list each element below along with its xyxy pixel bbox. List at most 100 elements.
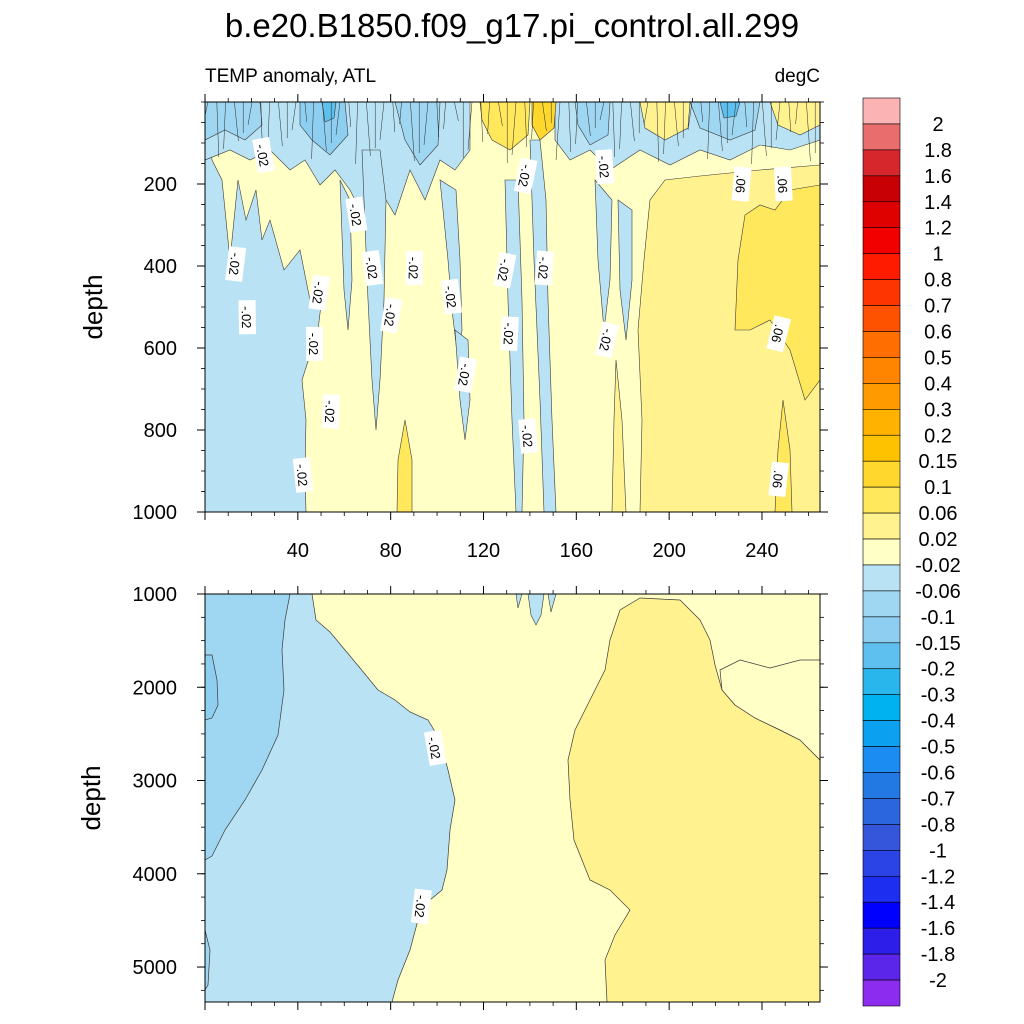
field-surface-warm-4 (769, 102, 820, 136)
contour-label: -.02 (518, 418, 539, 454)
colorbar-swatch (862, 590, 901, 618)
colorbar-swatch (862, 512, 901, 540)
field-cool-plume-1 (361, 149, 387, 431)
contour-label: -.02 (292, 457, 314, 493)
colorbar-label: 0.3 (924, 399, 952, 421)
colorbar-swatch (862, 460, 901, 488)
colorbar-swatch (862, 564, 901, 592)
colorbar-swatch (862, 383, 901, 410)
y-tick-label-bottom: 4000 (133, 864, 178, 886)
svg-text:.06: .06 (768, 323, 787, 344)
colorbar-label: 0.2 (924, 425, 952, 447)
contour-label: .06 (766, 315, 792, 353)
colorbar-label: -0.02 (915, 555, 961, 577)
colorbar-swatch (862, 953, 901, 981)
contour-label: -.02 (345, 196, 368, 233)
x-tick-label: 160 (560, 540, 593, 562)
field-surface-warm-2 (531, 102, 557, 141)
colorbar-swatch (862, 798, 901, 825)
colorbar-label: -0.7 (921, 788, 955, 810)
colorbar-swatch (862, 616, 901, 644)
colorbar-label: -0.3 (921, 685, 955, 707)
y-tick-label-bottom: 5000 (133, 957, 178, 979)
y-tick-label-top: 800 (144, 420, 177, 442)
contour-label: -.02 (380, 297, 403, 334)
colorbar-label: -0.2 (921, 659, 955, 681)
colorbar-swatch (862, 901, 901, 929)
colorbar-swatch (862, 123, 901, 151)
bottom-panel-field (205, 594, 820, 1002)
colorbar-swatch (862, 305, 901, 332)
colorbar-swatch (862, 201, 901, 229)
colorbar-swatch (862, 824, 901, 851)
svg-text:-.02: -.02 (239, 306, 254, 329)
y-tick-label-top: 600 (144, 338, 177, 360)
field-surface-blue-6 (321, 102, 337, 123)
x-tick-label: 40 (287, 540, 309, 562)
svg-text:-.02: -.02 (309, 280, 327, 304)
svg-text:-.02: -.02 (253, 143, 272, 168)
top-y-axis-label: depth (78, 274, 108, 339)
colorbar-label: 0.6 (924, 321, 952, 343)
colorbar-swatch (862, 357, 901, 384)
svg-text:-.02: -.02 (535, 256, 552, 279)
contour-label: -.02 (493, 251, 517, 289)
bottom-y-axis-label: depth (76, 765, 106, 830)
colorbar-swatch (862, 668, 901, 695)
colorbar-label: 1.4 (924, 192, 952, 214)
y-tick-label-top: 1000 (133, 502, 178, 524)
svg-text:-.02: -.02 (442, 285, 460, 309)
contour-label: -.02 (361, 249, 384, 286)
field-light-pocket-bottom (719, 659, 820, 761)
field-cool-plume-6 (594, 179, 613, 331)
contour-label: -.02 (595, 149, 615, 185)
colorbar-label: -1 (929, 840, 947, 862)
svg-text:-.02: -.02 (519, 424, 536, 448)
field-warmer-region-3 (396, 419, 413, 512)
contour-label: -.02 (306, 326, 324, 361)
field-cool-plume-7 (617, 199, 633, 341)
svg-text:-.02: -.02 (226, 252, 244, 276)
colorbar-label: -0.15 (915, 633, 961, 655)
colorbar-swatch (862, 409, 901, 436)
svg-text:-.02: -.02 (381, 303, 399, 327)
svg-text:-.02: -.02 (455, 362, 474, 387)
svg-text:-.02: -.02 (515, 163, 534, 188)
field-surface-warm-1 (479, 102, 531, 151)
colorbar-swatch (862, 434, 901, 462)
colorbar-swatch (862, 279, 901, 306)
svg-text:-.02: -.02 (363, 256, 381, 280)
colorbar-swatch (862, 875, 901, 903)
svg-text:-.02: -.02 (494, 258, 513, 283)
colorbar-label: 0.4 (924, 373, 952, 395)
colorbar-swatch (862, 486, 901, 514)
y-tick-label-bottom: 3000 (133, 771, 178, 793)
y-tick-label-bottom: 2000 (133, 677, 178, 699)
colorbar-label: 0.8 (924, 270, 952, 292)
top-panel-field (205, 102, 820, 512)
colorbar-label: -1.8 (921, 944, 955, 966)
colorbar-label: -0.8 (921, 814, 955, 836)
svg-text:-.02: -.02 (412, 894, 430, 918)
colorbar-label: -0.1 (921, 607, 955, 629)
colorbar-label: 0.7 (924, 296, 952, 318)
field-surface-blue-1 (205, 102, 263, 141)
y-tick-label-top: 200 (144, 174, 177, 196)
bottom-axis-ticks: 1000 2000 3000 4000 5000 (133, 584, 828, 1010)
field-cool-edge-bottom (205, 929, 211, 991)
svg-text:-.02: -.02 (346, 203, 364, 227)
contour-label: .06 (768, 461, 789, 498)
svg-text:-.02: -.02 (306, 333, 321, 355)
colorbar-label: -0.5 (921, 737, 955, 759)
contour-label: -.02 (308, 274, 330, 311)
chart-subtitle-right: degC (775, 66, 820, 87)
colorbar-label: 1 (932, 244, 943, 266)
chart-title: b.e20.B1850.f09_g17.pi_control.all.299 (225, 7, 799, 44)
field-warm-region-2 (611, 359, 627, 512)
colorbar-label: -0.06 (915, 581, 961, 603)
x-tick-label: 80 (380, 540, 402, 562)
colorbar-swatch (862, 979, 901, 1007)
field-cool-spike-bottom-2 (527, 594, 545, 626)
svg-text:-.02: -.02 (425, 736, 444, 761)
colorbar-swatch (862, 538, 901, 566)
